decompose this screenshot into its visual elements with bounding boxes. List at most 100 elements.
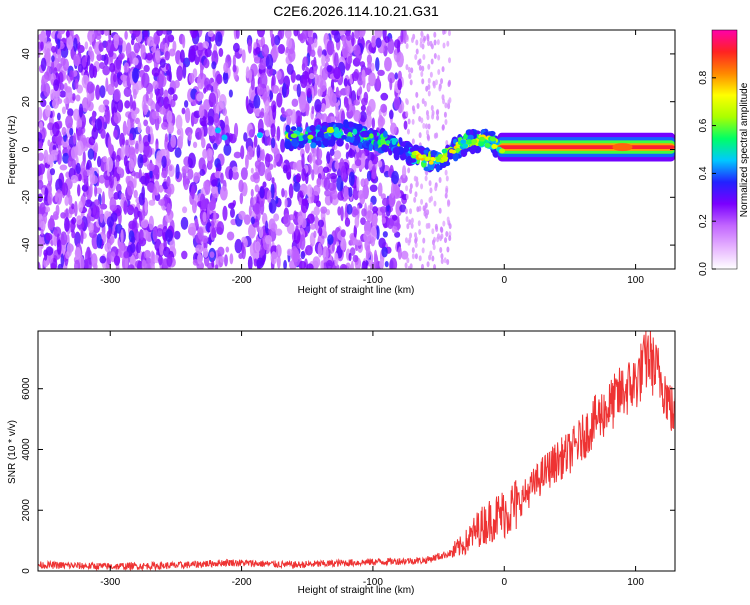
heatmap-cell [410,67,414,74]
heatmap-cell [368,98,376,113]
heatmap-cell [420,117,424,124]
heatmap-cell [264,153,271,168]
heatmap-cell [354,215,360,228]
heatmap-cell [259,72,268,89]
heatmap-cell [333,31,341,43]
heatmap-cell [174,79,180,89]
heatmap-cell [425,156,431,161]
heatmap-cell [460,148,467,155]
heatmap-cell [96,156,102,168]
heatmap-cell [67,156,73,168]
heatmap-cell [442,30,446,35]
heatmap-cell [109,62,116,73]
heatmap-cell [51,45,56,53]
heatmap-cell [107,136,112,152]
heatmap-cell [433,200,437,207]
heatmap-cell [138,140,144,154]
heatmap-cell [275,228,283,236]
heatmap-cell [45,246,54,256]
heatmap-cell [479,136,486,142]
heatmap-cell [60,231,68,246]
heatmap-cell [270,183,275,199]
heatmap-cell [254,241,261,253]
heatmap-cell [89,32,93,46]
heatmap-cell [382,130,388,138]
heatmap-cell [399,204,407,213]
heatmap-cell [346,33,352,41]
heatmap-cell [390,122,397,135]
heatmap-cell [291,98,299,107]
heatmap-cell [432,244,436,251]
heatmap-cell [302,134,310,140]
heatmap-cell [73,200,78,217]
heatmap-cell [195,244,203,255]
heatmap-cell [439,226,443,233]
heatmap-cell [213,82,218,93]
heatmap-cell [208,92,217,108]
heatmap-cell [421,78,425,85]
heatmap-cell [484,142,491,148]
heatmap-cell [159,107,166,115]
heatmap-cell [158,255,163,266]
heatmap-cell [414,237,418,244]
heatmap-cell [64,217,70,232]
heatmap-cell [146,52,153,61]
heatmap-cell [92,205,97,216]
heatmap-cell [159,86,164,97]
heatmap-cell [268,198,277,214]
heatmap-cell [250,167,254,174]
heatmap-cell [332,263,340,269]
heatmap-cell [425,129,429,136]
heatmap-cell [271,84,280,94]
heatmap-cell [321,54,326,67]
heatmap-cell [344,217,351,227]
heatmap-cell [325,259,334,269]
heatmap-cell [164,133,168,143]
heatmap-cell [276,92,283,108]
heatmap-cell [232,54,236,68]
heatmap-cell [322,166,330,174]
heatmap-cell [156,150,163,164]
heatmap-cell [354,239,363,246]
heatmap-cell [137,153,144,169]
heatmap-cell [441,157,447,162]
heatmap-cell [131,101,137,111]
heatmap-cell [128,158,135,172]
heatmap-cell [298,197,303,206]
heatmap-cell [455,147,461,152]
heatmap-cell [445,187,449,194]
heatmap-cell [301,198,309,206]
heatmap-cell [134,140,140,155]
heatmap-cell [276,255,281,269]
heatmap-cell [360,104,366,112]
heatmap-cell [183,100,189,108]
heatmap-cell [167,87,175,95]
heatmap-cell [420,70,424,77]
heatmap-cell [288,183,294,199]
heatmap-cell [422,205,426,212]
heatmap-cell [244,154,249,169]
heatmap-cell [428,160,434,165]
heatmap-cell [248,129,255,138]
heatmap-cell [65,115,73,129]
heatmap-cell [113,255,121,266]
heatmap-cell [334,252,339,267]
heatmap-cell [187,132,192,142]
heatmap-cell [201,235,209,243]
heatmap-cell [328,139,335,147]
heatmap-cell [343,77,348,87]
heatmap-cell [238,210,246,221]
heatmap-cell [102,65,111,76]
heatmap-cell [117,99,124,113]
heatmap-cell [182,63,187,79]
heatmap-cell [106,250,112,266]
heatmap-cell [366,113,372,129]
heatmap-cell [69,127,74,136]
heatmap-cell [56,112,61,121]
heatmap-cell [107,83,115,96]
heatmap-cell [411,138,415,145]
heatmap-cell [470,144,478,150]
heatmap-cell [426,33,430,40]
